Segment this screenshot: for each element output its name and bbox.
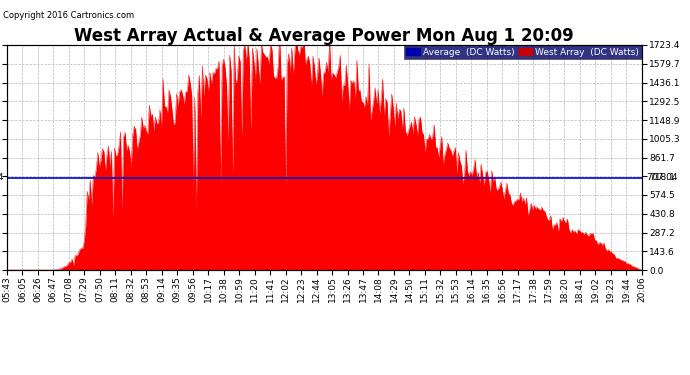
Text: 707.04: 707.04 — [646, 173, 678, 182]
Text: 707.04: 707.04 — [0, 173, 4, 182]
Text: Copyright 2016 Cartronics.com: Copyright 2016 Cartronics.com — [3, 11, 135, 20]
Title: West Array Actual & Average Power Mon Aug 1 20:09: West Array Actual & Average Power Mon Au… — [75, 27, 574, 45]
Legend: Average  (DC Watts), West Array  (DC Watts): Average (DC Watts), West Array (DC Watts… — [404, 45, 642, 59]
